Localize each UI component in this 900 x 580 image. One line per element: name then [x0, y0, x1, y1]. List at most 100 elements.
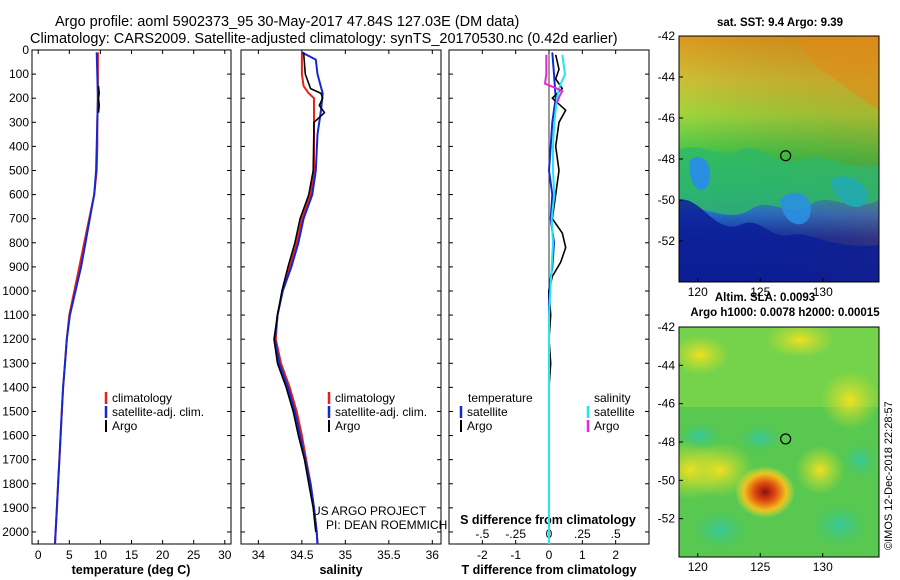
salinity-axes-frame — [240, 49, 442, 545]
legend-title-salinity: salinity — [594, 391, 631, 405]
sla-y-tick-label: -50 — [658, 473, 676, 487]
x-tick-label: -1 — [510, 548, 521, 562]
series-line-s-satellite — [548, 54, 566, 544]
difference-legend: temperature satellite Argo salinity sate… — [459, 391, 635, 433]
salinity-panel — [240, 49, 442, 545]
sst-x-tick-label: 130 — [813, 285, 833, 299]
temperature-legend: climatology satellite-adj. clim. Argo — [104, 391, 204, 433]
sla-float-location-marker — [780, 433, 792, 445]
sst-y-tick-label: -44 — [658, 70, 676, 84]
x-tick-label: -2 — [477, 548, 488, 562]
y-tick-label: 300 — [9, 115, 29, 129]
sst-float-location-marker — [780, 150, 792, 162]
sla-y-tick-label: -42 — [658, 320, 676, 334]
series-line-satellite-adj-clim- — [273, 51, 324, 545]
imos-stamp: ©IMOS 12-Dec-2018 22:28:57 — [883, 401, 895, 550]
sst-map-image — [679, 36, 879, 282]
y-tick-label: 1400 — [2, 380, 29, 394]
legend-label-satellite: satellite-adj. clim. — [335, 405, 427, 419]
legend-label-argo: Argo — [112, 419, 138, 433]
title-line-1: Argo profile: aoml 5902373_95 30-May-201… — [55, 14, 519, 30]
sla-map-subtitle: Argo h1000: 0.0078 h2000: 0.00015 — [690, 307, 880, 319]
temperature-xlabel: temperature (deg C) — [72, 563, 191, 577]
x-tick-label: 5 — [66, 548, 73, 562]
y-tick-label: 1000 — [2, 284, 29, 298]
x-tick-label: 20 — [156, 548, 170, 562]
sla-y-tick-label: -52 — [658, 512, 676, 526]
x-tick-label: 30 — [218, 548, 232, 562]
legend-label-t-satellite: satellite — [467, 405, 508, 419]
x-tick-label: 36 — [426, 548, 440, 562]
x-tick-label: 35.5 — [377, 548, 401, 562]
legend-label-argo: Argo — [335, 419, 361, 433]
legend-title-temperature: temperature — [468, 391, 533, 405]
sst-y-tick-label: -42 — [658, 29, 676, 43]
s-tick-label: -.5 — [475, 527, 489, 541]
sla-x-tick-label: 120 — [688, 560, 708, 574]
project-note: US ARGO PROJECT — [312, 504, 427, 518]
y-tick-label: 100 — [9, 67, 29, 81]
y-tick-label: 700 — [9, 212, 29, 226]
series-line-argo — [273, 52, 326, 533]
sla-y-tick-label: -46 — [658, 397, 676, 411]
y-tick-label: 1300 — [2, 356, 29, 370]
sst-map-title: sat. SST: 9.4 Argo: 9.39 — [717, 17, 843, 29]
y-tick-label: 1900 — [2, 501, 29, 515]
series-line-satellite-adj-clim- — [54, 52, 99, 545]
sla-y-tick-label: -48 — [658, 435, 676, 449]
legend-label-climatology: climatology — [335, 391, 395, 405]
chart-marks-layer: 0 5 10 15 20 25 300100200300400500600700800900… — [2, 29, 833, 574]
y-tick-label: 1800 — [2, 477, 29, 491]
y-tick-label: 200 — [9, 91, 29, 105]
x-tick-label: 2 — [612, 548, 619, 562]
x-tick-label: 1 — [579, 548, 586, 562]
y-tick-label: 0 — [22, 43, 29, 57]
sla-map-image — [679, 327, 879, 557]
x-tick-label: 10 — [94, 548, 108, 562]
salinity-xlabel: salinity — [319, 563, 362, 577]
sla-x-tick-label: 130 — [813, 560, 833, 574]
x-tick-label: 25 — [187, 548, 201, 562]
y-tick-label: 1600 — [2, 429, 29, 443]
x-tick-label: 34 — [252, 548, 266, 562]
y-tick-label: 500 — [9, 163, 29, 177]
sla-y-tick-label: -44 — [658, 358, 676, 372]
s-tick-label: -.25 — [505, 527, 526, 541]
difference-xlabel: T difference from climatology — [461, 563, 636, 577]
sst-y-tick-label: -52 — [658, 234, 676, 248]
s-tick-label: .25 — [574, 527, 591, 541]
legend-label-satellite: satellite-adj. clim. — [112, 405, 204, 419]
y-tick-label: 1100 — [3, 308, 29, 322]
series-line-s-argo — [544, 54, 564, 104]
series-line-climatology — [54, 52, 99, 545]
sst-x-tick-label: 120 — [688, 285, 708, 299]
sla-map-title: Altim. SLA: 0.0093 — [715, 292, 815, 304]
x-tick-label: 15 — [125, 548, 139, 562]
sst-y-tick-label: -48 — [658, 152, 676, 166]
legend-label-t-argo: Argo — [467, 419, 493, 433]
x-tick-label: 0 — [35, 548, 42, 562]
series-line-argo — [97, 86, 100, 113]
legend-label-s-argo: Argo — [594, 419, 620, 433]
y-tick-label: 400 — [9, 139, 29, 153]
temperature-panel — [31, 49, 232, 545]
y-tick-label: 1200 — [2, 332, 29, 346]
x-tick-label: 0 — [546, 548, 553, 562]
s-tick-label: .5 — [611, 527, 621, 541]
pi-note: PI: DEAN ROEMMICH — [326, 518, 447, 532]
x-tick-label: 34.5 — [290, 548, 314, 562]
legend-label-s-satellite: satellite — [594, 405, 635, 419]
y-tick-label: 800 — [9, 236, 29, 250]
sst-x-tick-label: 125 — [750, 285, 770, 299]
y-tick-label: 900 — [9, 260, 29, 274]
temperature-axes-frame — [31, 49, 232, 545]
sla-x-tick-label: 125 — [750, 560, 770, 574]
sst-y-tick-label: -46 — [658, 111, 676, 125]
y-tick-label: 1500 — [2, 404, 29, 418]
sst-y-tick-label: -50 — [658, 193, 676, 207]
y-tick-label: 2000 — [2, 525, 29, 539]
x-tick-label: 35 — [339, 548, 353, 562]
y-tick-label: 1700 — [2, 453, 29, 467]
legend-label-climatology: climatology — [112, 391, 172, 405]
